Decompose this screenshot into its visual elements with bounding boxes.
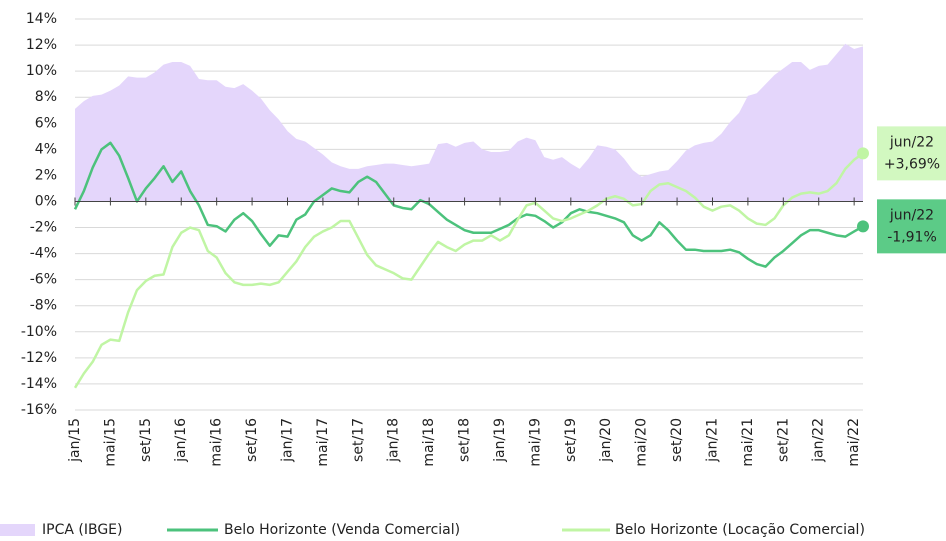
x-tick-label: set/20	[669, 418, 685, 462]
end-point	[857, 147, 869, 160]
legend-swatch	[0, 524, 35, 536]
x-tick-label: mai/17	[315, 418, 331, 467]
grid	[75, 18, 863, 411]
x-tick-label: jan/16	[173, 418, 189, 463]
line	[73, 152, 864, 389]
x-tick-label: jan/19	[492, 418, 508, 463]
y-tick-label: 14%	[26, 11, 57, 27]
x-tick-label: set/21	[775, 418, 791, 462]
end-point	[857, 220, 869, 233]
y-tick-label: -14%	[21, 376, 57, 392]
data	[73, 141, 869, 389]
x-tick-label: jan/21	[704, 418, 720, 463]
legend-label: IPCA (IBGE)	[42, 522, 122, 538]
y-tick-label: 6%	[35, 115, 57, 131]
x-tick-label: jan/22	[811, 418, 827, 463]
x-tick-label: set/15	[138, 418, 154, 462]
end-label-value: +3,69%	[884, 156, 940, 172]
y-tick-label: 4%	[35, 141, 57, 157]
end-label-box	[877, 199, 946, 254]
y-tick-label: 2%	[35, 167, 57, 183]
x-tick-label: mai/20	[634, 418, 650, 467]
end-label-box	[877, 126, 946, 181]
x-tick-label: mai/19	[527, 418, 543, 467]
x-tick-label: mai/15	[102, 418, 118, 467]
x-tick-label: mai/22	[846, 418, 862, 467]
y-tick-label: 10%	[26, 63, 57, 79]
x-tick-label: set/17	[350, 418, 366, 462]
x-tick-label: jan/20	[598, 418, 614, 463]
y-tick-label: 8%	[35, 89, 57, 105]
end-label-category: jun/22	[889, 207, 934, 223]
end-label-category: jun/22	[889, 134, 934, 150]
y-tick-label: -16%	[21, 402, 57, 418]
x-tick-label: jan/17	[279, 418, 295, 463]
y-tick-label: -10%	[21, 324, 57, 340]
y-tick-label: -12%	[21, 350, 57, 366]
y-tick-label: -8%	[30, 298, 57, 314]
legend-label: Belo Horizonte (Venda Comercial)	[224, 522, 460, 538]
y-tick-label: 12%	[26, 37, 57, 53]
x-tick-label: mai/18	[421, 418, 437, 467]
x-tick-label: mai/16	[209, 418, 225, 467]
y-tick-label: 0%	[35, 193, 57, 209]
x-tick-label: jan/15	[67, 418, 83, 463]
y-tick-label: -2%	[30, 220, 57, 236]
x-tick-label: jan/18	[386, 418, 402, 463]
x-tick-label: set/19	[563, 418, 579, 462]
end-label-value: -1,91%	[887, 229, 937, 245]
area	[75, 43, 863, 202]
legend-label: Belo Horizonte (Locação Comercial)	[615, 522, 865, 538]
x-tick-label: set/16	[244, 418, 260, 462]
y-tick-label: -6%	[30, 272, 57, 288]
line	[73, 141, 864, 268]
y-tick-label: -4%	[30, 246, 57, 262]
x-tick-label: set/18	[457, 418, 473, 462]
x-tick-label: mai/21	[740, 418, 756, 467]
